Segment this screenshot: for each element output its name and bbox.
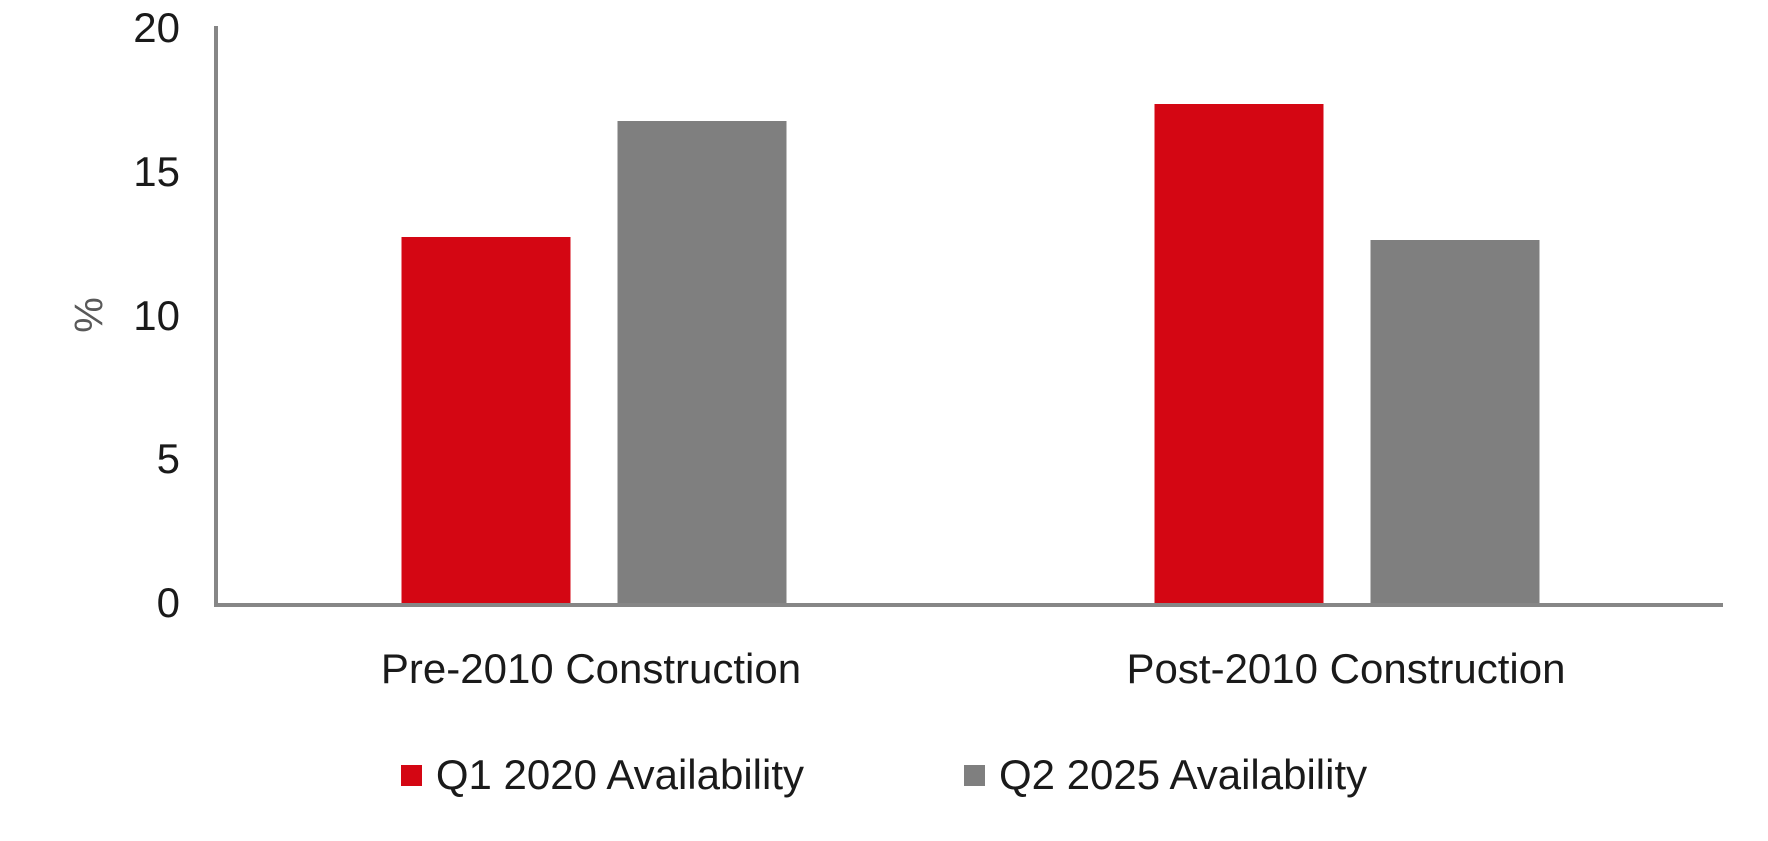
y-axis-tick-labels: 0 5 10 15 20 bbox=[0, 7, 180, 624]
legend-item-q1-2020: Q1 2020 Availability bbox=[400, 751, 804, 798]
legend-label-q2-2025: Q2 2025 Availability bbox=[999, 751, 1368, 798]
y-tick-15: 15 bbox=[133, 147, 180, 195]
x-category-label-pre-2010: Pre-2010 Construction bbox=[380, 645, 802, 692]
legend-label-q1-2020: Q1 2020 Availability bbox=[435, 751, 804, 798]
chart-legend: Q1 2020 Availability Q2 2025 Availabilit… bbox=[0, 751, 1768, 798]
legend-swatch-gray bbox=[964, 764, 985, 786]
bar-group-pre-2010 bbox=[401, 26, 787, 603]
legend-item-q2-2025: Q2 2025 Availability bbox=[964, 751, 1368, 798]
bar-q1-2020-pre-2010 bbox=[401, 236, 571, 603]
legend-swatch-red bbox=[400, 764, 422, 786]
bar-q2-2025-pre-2010 bbox=[617, 121, 787, 603]
bar-q1-2020-post-2010 bbox=[1154, 103, 1324, 603]
y-tick-10: 10 bbox=[133, 291, 180, 339]
bar-q2-2025-post-2010 bbox=[1370, 239, 1540, 603]
y-tick-0: 0 bbox=[156, 579, 180, 626]
y-tick-20: 20 bbox=[133, 4, 180, 51]
x-category-label-post-2010: Post-2010 Construction bbox=[1126, 645, 1566, 692]
bar-group-post-2010 bbox=[1154, 26, 1540, 603]
y-tick-5: 5 bbox=[156, 435, 180, 483]
plot-area bbox=[214, 26, 1723, 607]
